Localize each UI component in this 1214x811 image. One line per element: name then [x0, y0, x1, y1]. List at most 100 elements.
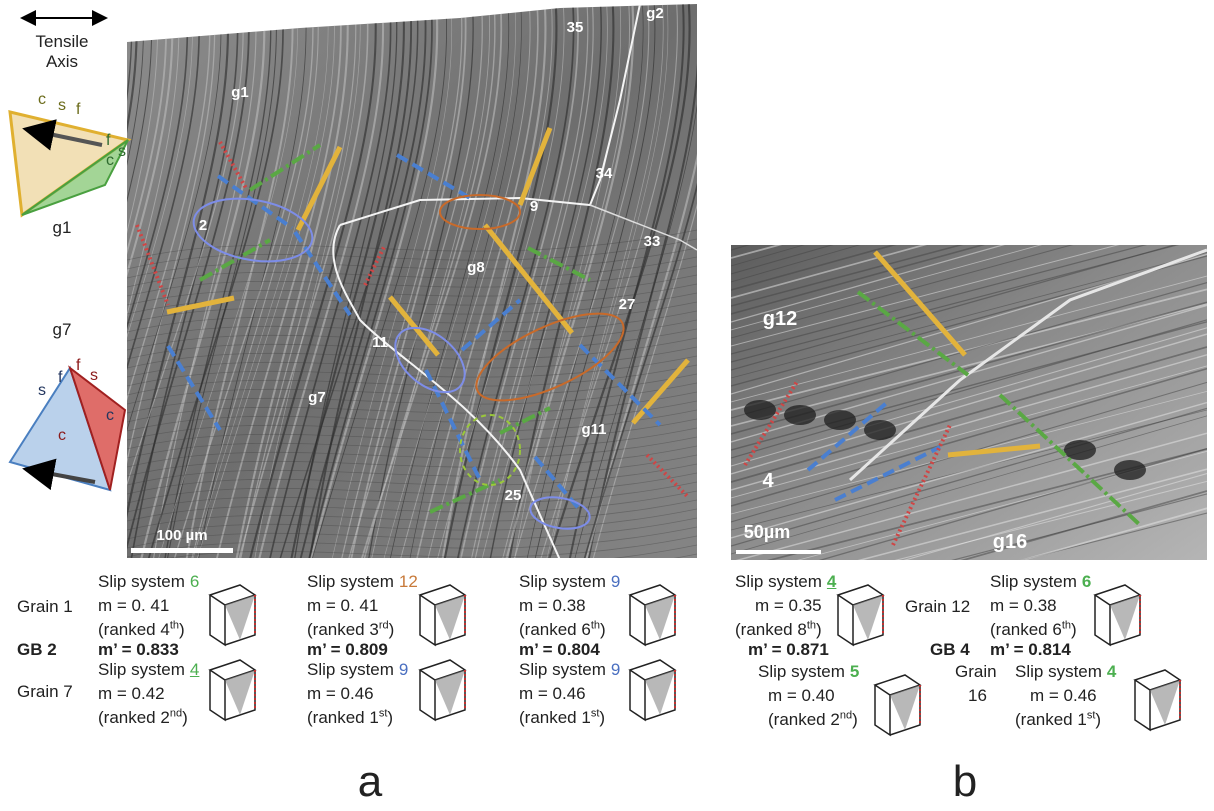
slip-label: Slip system: [307, 572, 394, 591]
row-label: GB 2: [17, 640, 57, 660]
cube-plane: [1110, 595, 1140, 640]
slip-number: 9: [611, 660, 620, 679]
plane-letter: s: [58, 97, 66, 114]
micrograph-b: [731, 111, 1207, 642]
etch-pit: [744, 400, 776, 420]
grain-label: 25: [505, 487, 522, 504]
slip-system: Slip system 4: [98, 660, 199, 680]
slip-system: Slip system 6: [98, 572, 199, 592]
slip-system: Slip system5: [758, 662, 859, 682]
grain-label: 35: [567, 19, 584, 36]
grain-label: g16: [993, 531, 1027, 553]
plane-letter: s: [38, 382, 46, 399]
micrograph-a: [0, 0, 724, 611]
slip-number: 5: [850, 662, 859, 681]
etch-pit: [824, 410, 856, 430]
grain-label: 27: [619, 296, 636, 313]
scale-bar-label: 50µm: [744, 522, 790, 542]
unit-cube-icon: [210, 660, 255, 720]
cube-plane: [225, 670, 255, 715]
etch-pit: [864, 420, 896, 440]
grain-label: g1: [53, 218, 72, 238]
slip-system: Slip system 6: [990, 572, 1091, 592]
axis-label: Tensile: [36, 32, 89, 52]
row-label: Grain 7: [17, 682, 73, 702]
schmid-factor: m = 0.46: [1030, 686, 1097, 706]
rank-text: ): [179, 620, 185, 639]
slip-label: Slip system: [307, 660, 394, 679]
schmid-factor: m = 0.38: [990, 596, 1057, 616]
plane-letter: c: [106, 407, 114, 424]
rank-text: ): [389, 620, 395, 639]
unit-cube-icon: [210, 585, 255, 645]
grain-label: g11: [581, 421, 606, 438]
panel-letter: b: [953, 758, 977, 806]
scale-bar-label: 100 µm: [156, 527, 207, 544]
tetrahedron-g7: [10, 368, 125, 490]
slip-label: Slip system: [98, 572, 185, 591]
m-prime: m’ = 0.809: [307, 640, 388, 660]
rank-ordinal: th: [1062, 619, 1071, 631]
rank-text: ): [816, 620, 822, 639]
etch-pit: [1064, 440, 1096, 460]
row-label: Grain 12: [905, 597, 970, 617]
slip-number: 6: [190, 572, 199, 591]
cube-plane: [853, 595, 883, 640]
rank: (ranked 6th): [990, 620, 1077, 640]
slip-system: Slip system 9: [519, 572, 620, 592]
axis-label: Axis: [46, 52, 78, 72]
rank-text: ): [600, 620, 606, 639]
m-prime: m’ = 0.871: [748, 640, 829, 660]
cube-plane: [1150, 680, 1180, 725]
plane-letter: f: [106, 132, 111, 149]
schmid-factor: m = 0.46: [519, 684, 586, 704]
plane-letter: s: [90, 367, 98, 384]
rank: (ranked 6th): [519, 620, 606, 640]
m-prime: m’ = 0.804: [519, 640, 600, 660]
rank-text: (ranked 3: [307, 620, 379, 639]
slip-number: 6: [1082, 572, 1091, 591]
slip-system: Slip system 12: [307, 572, 418, 592]
slip-label: Slip system: [98, 660, 185, 679]
scale-bar: [131, 548, 233, 553]
unit-cube-icon: [875, 675, 920, 735]
grain-label: g1: [231, 84, 249, 101]
rank: (ranked 1st): [307, 708, 393, 728]
plane-letter: f: [58, 369, 63, 386]
slip-number: 9: [611, 572, 620, 591]
rank-text: (ranked 4: [98, 620, 170, 639]
rank-text: (ranked 2: [98, 708, 170, 727]
schmid-factor: m = 0.38: [519, 596, 586, 616]
slip-label: Slip system: [735, 572, 822, 591]
rank-text: ): [1071, 620, 1077, 639]
grain-label: 33: [644, 233, 661, 250]
striation: [731, 129, 1207, 258]
unit-cube-icon: [838, 585, 883, 645]
slip-label: Slip system: [990, 572, 1077, 591]
slip-number: 4: [190, 660, 199, 679]
row-label: Grain: [955, 662, 997, 682]
row-label: GB 4: [930, 640, 970, 660]
rank-text: (ranked 2: [768, 710, 840, 729]
rank-text: (ranked 6: [519, 620, 591, 639]
rank-text: ): [387, 708, 393, 727]
unit-cube-icon: [420, 660, 465, 720]
rank-text: (ranked 1: [307, 708, 379, 727]
schmid-factor: m = 0.42: [98, 684, 165, 704]
slip-label: Slip system: [519, 572, 606, 591]
rank: (ranked 8th): [735, 620, 822, 640]
slip-label: Slip system: [1015, 662, 1102, 681]
slip-number: 12: [399, 572, 418, 591]
slip-system: Slip system9: [519, 660, 620, 680]
rank-ordinal: th: [591, 619, 600, 631]
cube-plane: [645, 595, 675, 640]
scale-bar: [736, 550, 821, 554]
grain-label: g7: [308, 389, 326, 406]
unit-cube-icon: [1095, 585, 1140, 645]
slip-number: 4: [827, 572, 836, 591]
rank: (ranked 2nd): [768, 710, 858, 730]
rank: (ranked 3rd): [307, 620, 394, 640]
rank-ordinal: nd: [170, 707, 182, 719]
